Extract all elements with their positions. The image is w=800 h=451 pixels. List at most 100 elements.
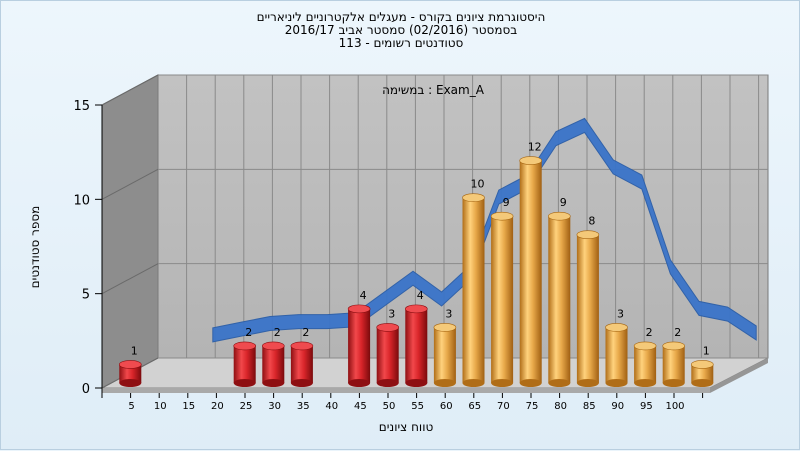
grid-line-side xyxy=(101,74,159,106)
chart-title-line-3: סטודנטים רשומים - 113 xyxy=(338,36,464,50)
bar-value-label: 12 xyxy=(528,141,542,154)
bar xyxy=(662,345,685,383)
bar-top xyxy=(347,304,371,314)
axis-layer: 0 5 10 15 5 10 15 20 25 30 35 40 45 50 55 60 65 70 75 80 85 9… xyxy=(73,99,704,412)
bar-base xyxy=(519,379,542,387)
x-tick-label: 95 xyxy=(640,401,653,412)
x-tick-label: 75 xyxy=(526,401,539,412)
bar-value-label: 10 xyxy=(471,178,485,191)
bar-top xyxy=(690,360,714,369)
bar-top xyxy=(119,360,142,369)
bar-value-label: 2 xyxy=(245,326,252,339)
x-tick-label: 65 xyxy=(468,401,481,412)
bar-value-label: 9 xyxy=(560,196,567,209)
bar-base xyxy=(233,379,256,387)
bar-base xyxy=(691,379,714,387)
bar-top xyxy=(547,211,571,221)
bar xyxy=(262,345,285,383)
x-axis-label: טווח ציונים xyxy=(379,420,434,434)
bar-base xyxy=(548,379,571,387)
grid-line-side xyxy=(101,168,159,200)
bar-base xyxy=(634,379,657,387)
x-tick-label: 5 xyxy=(128,401,134,412)
bars-layer xyxy=(119,156,714,387)
bar xyxy=(348,308,371,383)
x-tick-label: 30 xyxy=(268,401,281,412)
left-wall xyxy=(101,74,159,389)
x-tick-label: 35 xyxy=(297,401,310,412)
bar xyxy=(462,197,485,383)
chart-title-line-1: היסטוגרמת ציונים בקורס - מעגלים אלקטרוני… xyxy=(256,10,546,24)
x-tick-label: 20 xyxy=(211,401,224,412)
grid-layer xyxy=(101,74,768,389)
bar xyxy=(548,216,571,383)
bar-top xyxy=(261,341,285,351)
bar xyxy=(119,364,142,383)
bar-base xyxy=(119,379,142,387)
bar-value-label: 3 xyxy=(388,307,395,320)
bar xyxy=(605,327,628,383)
x-tick-label: 80 xyxy=(554,401,567,412)
y-tick-label: 15 xyxy=(73,99,90,114)
bar-top xyxy=(433,323,457,332)
bar-value-label: 2 xyxy=(302,326,309,339)
bar-base xyxy=(262,379,285,387)
bar-top xyxy=(290,341,314,351)
bar-top xyxy=(605,323,628,332)
bar xyxy=(290,345,313,383)
floor-right-edge xyxy=(710,358,768,393)
bar-base xyxy=(491,379,514,387)
x-tick-label: 60 xyxy=(440,401,453,412)
x-tick-label: 90 xyxy=(611,401,624,412)
y-tick-label: 10 xyxy=(73,193,90,208)
y-tick-label: 0 xyxy=(82,382,90,397)
bar-base xyxy=(348,379,371,387)
bar xyxy=(576,234,599,383)
bar-top xyxy=(662,341,686,351)
bar-top xyxy=(633,341,657,351)
bar-top xyxy=(404,304,428,314)
bar-base xyxy=(376,379,399,387)
chart-subtitle: Exam_A : במשימה xyxy=(382,83,485,97)
bar-value-label: 2 xyxy=(274,326,281,339)
bar xyxy=(433,327,456,383)
bar xyxy=(519,160,542,383)
chart-title-block: היסטוגרמת ציונים בקורס - מעגלים אלקטרוני… xyxy=(1,11,800,50)
floor-front-edge xyxy=(102,388,710,393)
x-tick-label: 55 xyxy=(411,401,424,412)
x-tick-label: 40 xyxy=(325,401,338,412)
y-axis-label: מספר סטודנטים xyxy=(28,206,42,289)
bar-value-label: 1 xyxy=(703,344,710,357)
chart-title-line-2: בסמסטר (02/2016) סמסטר אביב 2016/17 xyxy=(284,23,518,37)
bar-top xyxy=(490,211,514,221)
grid-line-side xyxy=(101,263,159,295)
x-tick-label: 25 xyxy=(240,401,253,412)
bar-base xyxy=(605,379,628,387)
bar-value-label: 9 xyxy=(503,196,510,209)
bar-base xyxy=(405,379,428,387)
bar xyxy=(491,216,514,383)
x-tick-label: 85 xyxy=(583,401,596,412)
bar-base xyxy=(576,379,599,387)
bar xyxy=(233,345,256,383)
bar xyxy=(405,308,428,383)
bar-value-label: 3 xyxy=(617,307,624,320)
bar-top xyxy=(376,323,400,332)
bar-value-label: 1 xyxy=(131,344,138,357)
bar-top xyxy=(462,193,485,202)
bar-value-label: 4 xyxy=(360,289,367,302)
bar-value-label: 3 xyxy=(445,307,452,320)
bar-base xyxy=(462,379,485,387)
x-tick-label: 15 xyxy=(182,401,195,412)
bar xyxy=(376,327,399,383)
bar xyxy=(634,345,657,383)
bar-value-label: 2 xyxy=(674,326,681,339)
y-tick-label: 5 xyxy=(82,288,90,303)
x-tick-label: 50 xyxy=(383,401,396,412)
bar-value-label: 8 xyxy=(588,215,595,228)
bar-base xyxy=(290,379,313,387)
bar-base xyxy=(662,379,685,387)
x-tick-label: 70 xyxy=(497,401,510,412)
